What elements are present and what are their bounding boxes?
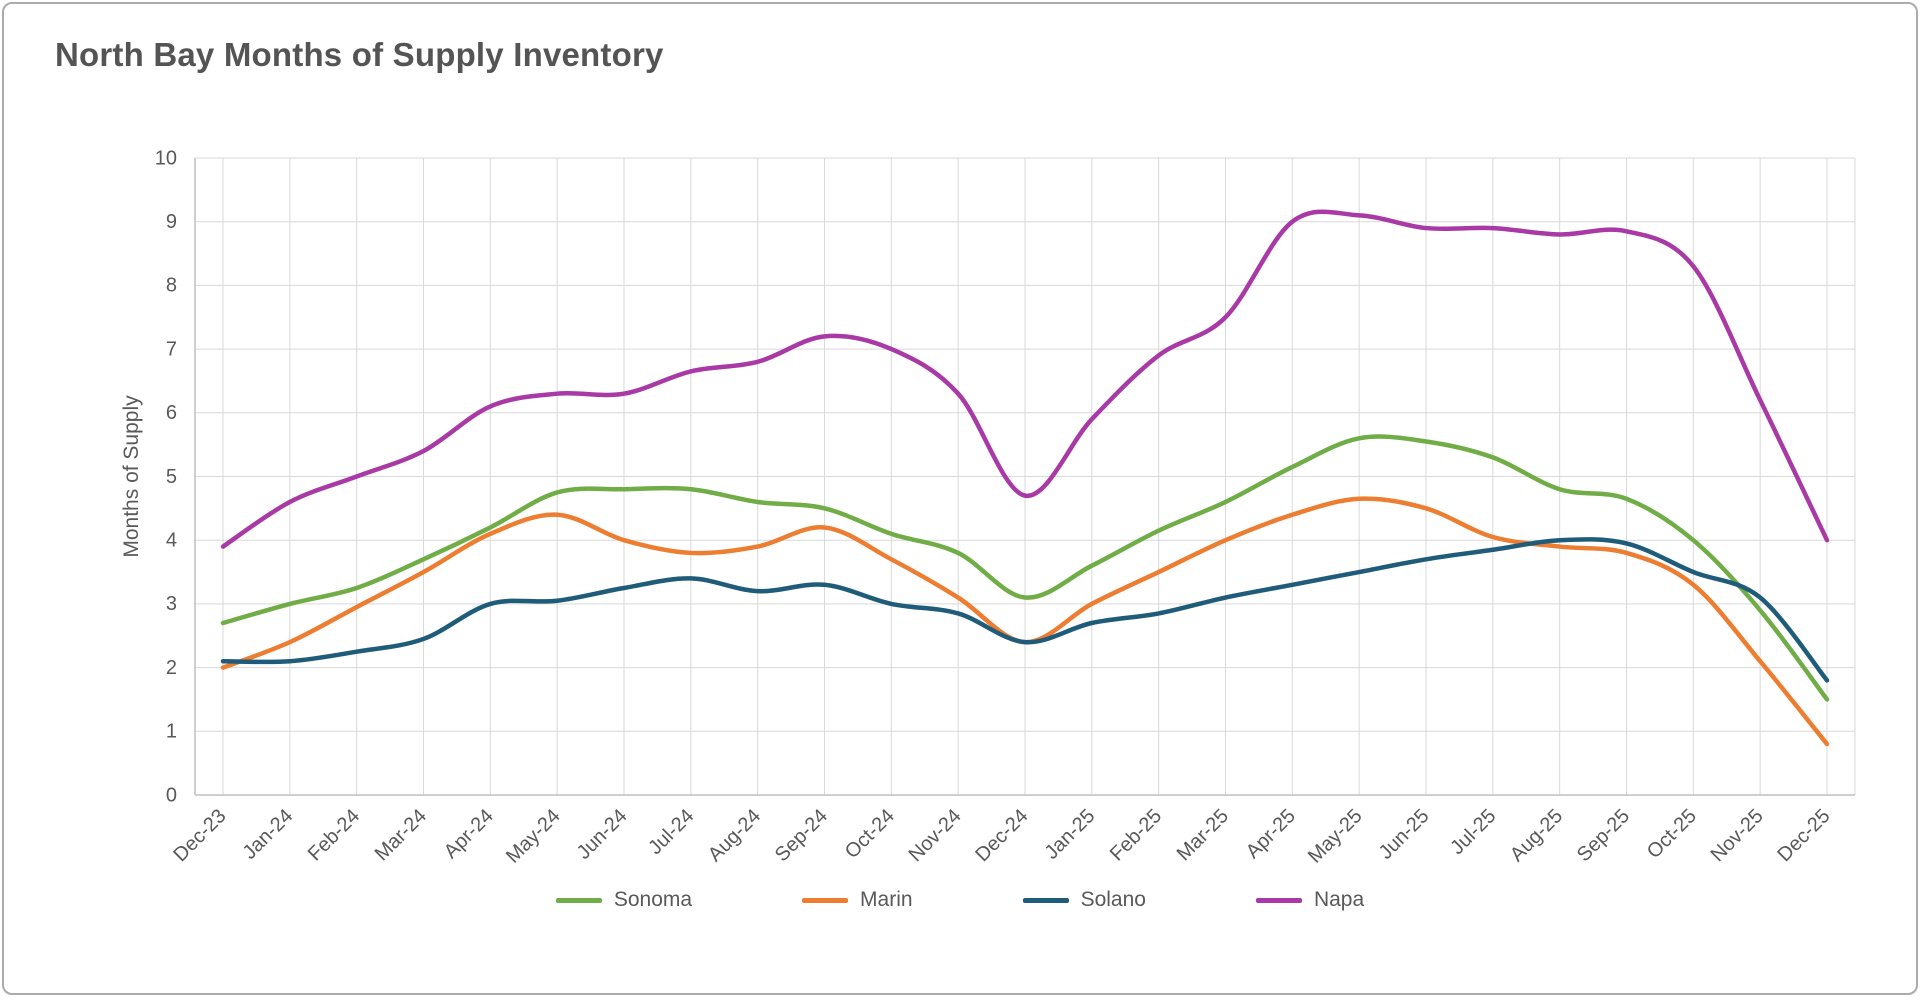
legend-label-sonoma: Sonoma: [613, 888, 693, 911]
svg-text:Nov-25: Nov-25: [1707, 805, 1768, 866]
legend-item-napa: Napa: [1255, 888, 1365, 912]
svg-text:Aug-24: Aug-24: [704, 805, 765, 866]
svg-text:Dec-25: Dec-25: [1773, 805, 1834, 866]
legend-item-marin: Marin: [802, 888, 913, 912]
chart-legend: Sonoma Marin Solano Napa: [0, 888, 1920, 912]
legend-label-marin: Marin: [860, 888, 913, 911]
svg-text:Jun-25: Jun-25: [1375, 805, 1434, 864]
svg-text:May-24: May-24: [502, 805, 565, 868]
svg-text:3: 3: [166, 593, 177, 615]
legend-swatch-solano: [1022, 897, 1069, 903]
svg-text:Dec-24: Dec-24: [971, 805, 1032, 866]
svg-text:Oct-25: Oct-25: [1643, 805, 1701, 863]
legend-label-napa: Napa: [1313, 888, 1365, 911]
svg-text:Apr-25: Apr-25: [1242, 805, 1300, 863]
svg-text:2: 2: [166, 657, 177, 679]
svg-text:Sep-24: Sep-24: [771, 805, 832, 866]
legend-swatch-napa: [1255, 897, 1302, 903]
svg-text:7: 7: [166, 338, 177, 360]
svg-text:1: 1: [166, 721, 177, 743]
svg-text:0: 0: [166, 784, 177, 806]
svg-text:Dec-23: Dec-23: [169, 805, 230, 866]
svg-text:Mar-24: Mar-24: [371, 805, 431, 865]
svg-text:Jul-24: Jul-24: [644, 805, 698, 859]
svg-text:Apr-24: Apr-24: [440, 805, 498, 863]
svg-text:5: 5: [166, 466, 177, 488]
svg-text:Sep-25: Sep-25: [1573, 805, 1634, 866]
svg-text:4: 4: [166, 529, 177, 551]
svg-text:Jul-25: Jul-25: [1446, 805, 1500, 859]
legend-swatch-sonoma: [555, 897, 602, 903]
svg-text:Aug-25: Aug-25: [1506, 805, 1567, 866]
legend-label-solano: Solano: [1080, 888, 1146, 911]
svg-text:Feb-25: Feb-25: [1106, 805, 1166, 865]
svg-text:Oct-24: Oct-24: [841, 805, 899, 863]
svg-text:10: 10: [155, 147, 177, 169]
svg-text:Months of Supply: Months of Supply: [120, 395, 143, 558]
svg-text:Jan-24: Jan-24: [239, 805, 298, 864]
legend-item-sonoma: Sonoma: [555, 888, 693, 912]
chart-title: North Bay Months of Supply Inventory: [55, 36, 664, 73]
svg-text:9: 9: [166, 211, 177, 233]
svg-text:8: 8: [166, 275, 177, 297]
svg-text:Jun-24: Jun-24: [573, 805, 632, 864]
svg-text:Mar-25: Mar-25: [1173, 805, 1233, 865]
svg-text:6: 6: [166, 402, 177, 424]
legend-item-solano: Solano: [1022, 888, 1146, 912]
svg-text:Feb-24: Feb-24: [304, 805, 364, 865]
svg-text:Nov-24: Nov-24: [905, 805, 966, 866]
svg-text:May-25: May-25: [1304, 805, 1367, 868]
legend-swatch-marin: [802, 897, 849, 903]
svg-text:Jan-25: Jan-25: [1041, 805, 1100, 864]
